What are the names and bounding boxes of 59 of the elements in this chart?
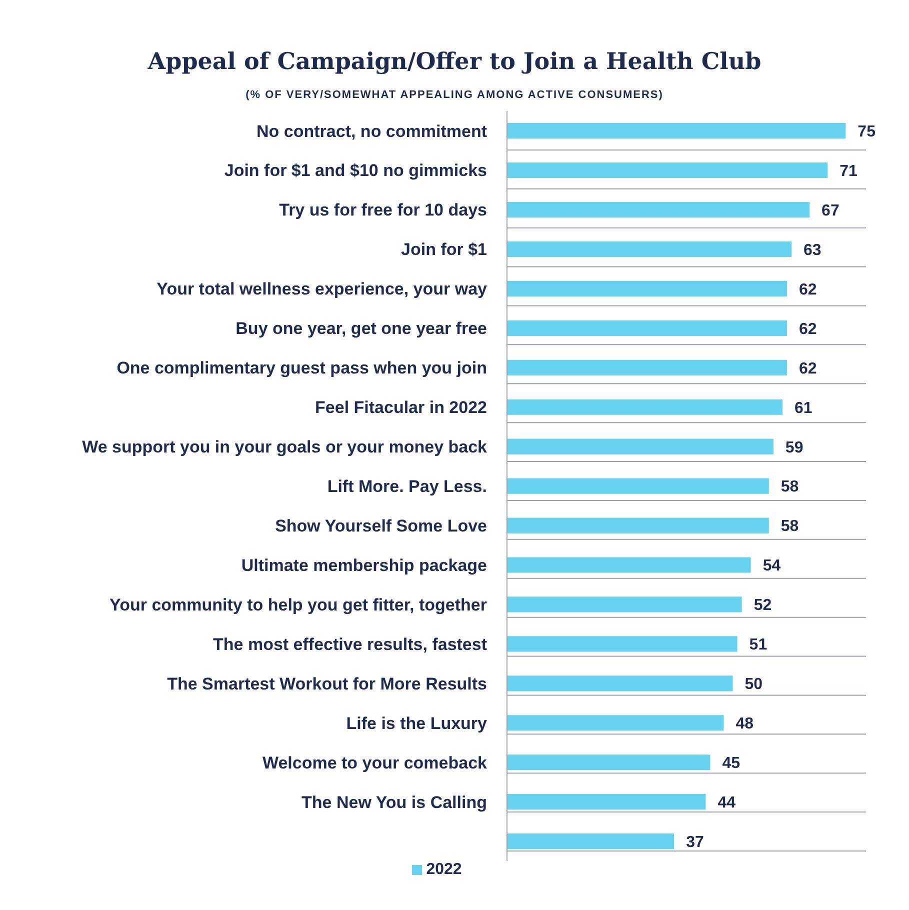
y-tick-label: One complimentary guest pass when you join [116,358,487,378]
data-label: 45 [722,755,740,772]
bar [507,438,774,454]
bar [507,360,787,376]
y-tick-label: Life is the Luxury [346,714,488,733]
data-label: 61 [794,400,812,417]
bar [507,794,706,810]
data-label: 63 [803,242,822,259]
bar [507,557,751,573]
y-tick-label: Try us for free for 10 days [279,200,487,220]
bar [507,596,742,612]
data-label: 48 [736,716,754,733]
y-tick-label: Join for $1 [401,240,487,260]
data-label: 37 [686,834,704,851]
data-label: 52 [754,597,772,614]
bar [507,280,787,296]
data-label: 62 [798,320,817,338]
bar [507,636,738,652]
data-label: 54 [762,558,781,575]
bar [507,123,846,139]
data-label: 44 [718,794,736,812]
y-tick-label: Your total wellness experience, your way [156,280,488,299]
chart-subtitle: (% OF VERY/SOMEWHAT APPEALING AMONG ACTIVE CONSUMERS) [244,89,664,101]
chart-title: Appeal of Campaign/Offer to Join a Health Club [146,47,762,75]
bar [507,162,828,178]
bar [507,320,787,336]
bar [507,754,710,770]
y-tick-label: Show Yourself Some Love [275,516,487,536]
bar [507,399,782,415]
data-label: 75 [858,123,876,140]
y-tick-label: Join for $1 and $10 no gimmicks [224,161,487,180]
data-label: 62 [798,281,817,298]
y-tick-label: Your community to help you get fitter, together [110,595,488,614]
bar [507,834,674,850]
y-tick-label: Feel Fitacular in 2022 [315,398,487,418]
y-tick-label: Lift More. Pay Less. [327,477,487,496]
bar [507,241,792,257]
y-tick-label: Welcome to your comeback [262,753,488,772]
y-tick-label: No contract, no commitment [256,122,488,141]
data-label: 67 [822,202,840,220]
bar [507,676,733,692]
data-label: 59 [785,439,804,456]
data-label: 71 [840,162,858,180]
data-label: 58 [780,518,799,536]
legend-label: 2022 [426,861,462,878]
data-label: 62 [798,360,817,378]
y-tick-label: Ultimate membership package [241,556,487,575]
data-label: 51 [749,636,768,654]
bar [507,715,724,731]
y-tick-label: The New You is Calling [302,792,487,812]
bar [507,478,769,494]
data-label: 50 [744,676,763,694]
y-tick-label: The most effective results, fastest [213,634,488,654]
y-tick-label: The Smartest Workout for More Results [167,674,487,694]
y-tick-label: We support you in your goals or your money back [82,438,488,457]
bar [507,518,769,534]
bar [507,202,810,218]
data-label: 58 [780,478,799,496]
y-tick-label: Buy one year, get one year free [236,319,487,338]
